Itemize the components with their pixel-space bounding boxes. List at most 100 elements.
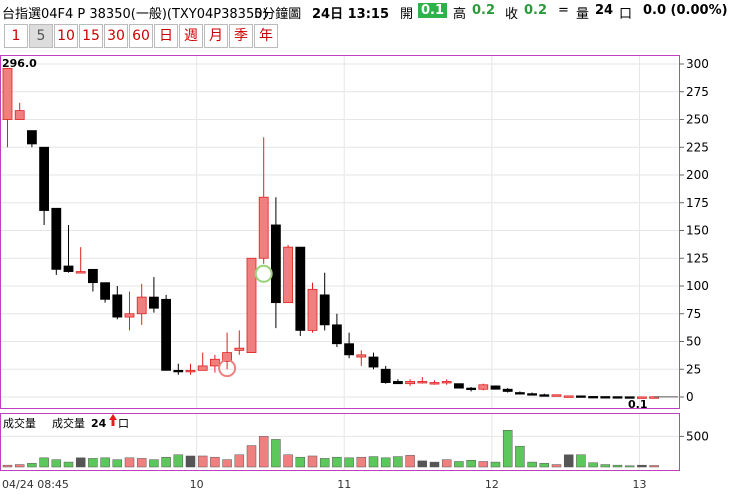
period-1min-button[interactable]: 1: [4, 24, 28, 48]
change-value: 0.0 (0.00%): [643, 3, 728, 18]
candle-body: [588, 396, 598, 399]
volume-bar: [173, 454, 184, 468]
volume-bar: [380, 457, 391, 468]
candle-body: [380, 368, 391, 383]
price-tick-label: 300: [686, 57, 709, 71]
volume-bar: [624, 465, 635, 468]
volume-bar: [344, 457, 354, 468]
volume-bar: [515, 445, 525, 468]
volume-bar: [210, 456, 220, 468]
candle-body: [600, 396, 611, 399]
period-15min-button[interactable]: 15: [79, 24, 103, 48]
volume-bar: [100, 457, 110, 468]
candle-body: [136, 296, 147, 315]
price-tick-label: 150: [686, 224, 709, 238]
price-tick-label: 175: [686, 196, 709, 210]
volume-bar: [283, 454, 293, 468]
period-week-button[interactable]: 週: [179, 24, 203, 48]
candle-body: [344, 343, 355, 356]
time-tick-label: 13: [632, 478, 646, 491]
candle-body: [331, 324, 342, 345]
candle-body: [222, 352, 233, 362]
volume-label: 量: [576, 7, 590, 22]
volume-title: 成交量: [3, 416, 36, 430]
candle-body: [429, 382, 440, 385]
candle-body: [356, 354, 367, 358]
period-60min-button[interactable]: 60: [129, 24, 153, 48]
price-tick-label: 200: [686, 168, 709, 182]
candle-body: [88, 268, 98, 284]
candle-body: [307, 288, 318, 331]
volume-bar: [527, 461, 537, 468]
volume-bar: [502, 430, 513, 468]
candle-body: [417, 381, 428, 384]
period-year-button[interactable]: 年: [254, 24, 278, 48]
price-tick-label: 50: [686, 335, 701, 349]
volume-bar: [51, 459, 62, 468]
candle-body: [173, 369, 184, 373]
volume-unit: 口: [619, 7, 633, 22]
volume-value: 24: [595, 3, 614, 18]
volume-series-label: 成交量: [52, 416, 85, 430]
period-10min-button[interactable]: 10: [54, 24, 78, 48]
volume-bar: [124, 457, 135, 468]
candle-body: [161, 298, 172, 371]
candle-body: [405, 381, 416, 385]
candle-body: [295, 246, 306, 331]
volume-bar: [563, 454, 574, 468]
candle-body: [466, 387, 477, 391]
interval-label: 5分鐘圖: [254, 7, 302, 22]
close-value: 0.2: [524, 3, 548, 18]
open-value: 0.1: [418, 3, 448, 18]
volume-bar: [417, 460, 428, 468]
candle-body: [234, 347, 245, 351]
equal-sign: =: [558, 3, 569, 18]
price-tick-label: 75: [686, 307, 701, 321]
volume-up-arrow-icon: [109, 414, 117, 426]
volume-bar: [576, 454, 586, 468]
period-quarter-button[interactable]: 季: [229, 24, 253, 48]
volume-bar: [88, 458, 98, 468]
volume-bar: [112, 459, 123, 468]
volume-bar: [234, 454, 245, 468]
candle-body: [637, 396, 647, 399]
candle-body: [100, 282, 110, 300]
volume-bar: [197, 455, 208, 468]
candle-body: [539, 394, 550, 397]
candle-body: [2, 68, 13, 120]
candle-body: [490, 385, 501, 390]
candle-body: [258, 196, 269, 259]
candle-body: [209, 358, 220, 367]
last-price-label: 0.1: [628, 398, 648, 411]
volume-bar: [27, 463, 37, 468]
time-tick-label: 11: [337, 478, 351, 491]
period-day-button[interactable]: 日: [154, 24, 178, 48]
candle-body: [26, 130, 37, 145]
candle-body: [148, 296, 159, 309]
price-tick-label: 100: [686, 279, 709, 293]
candle-body: [246, 257, 257, 353]
candle-body: [124, 313, 135, 318]
signal-marker: [218, 359, 237, 378]
period-selector: 1 5 10 15 30 60 日 週 月 季 年: [4, 24, 279, 48]
volume-bar: [551, 464, 562, 468]
period-month-button[interactable]: 月: [204, 24, 228, 48]
volume-current-value: 24: [91, 417, 107, 430]
price-tick-label: 0: [686, 390, 694, 404]
max-price-label: 296.0: [2, 57, 37, 70]
candle-body: [441, 381, 452, 384]
volume-tick-label: 500: [686, 429, 709, 443]
price-panel-frame: [0, 55, 680, 409]
volume-bar: [539, 463, 550, 468]
candle-body: [63, 265, 74, 272]
volume-bar: [356, 456, 367, 468]
volume-bar: [295, 456, 306, 468]
candle-body: [453, 383, 464, 389]
volume-bar: [649, 465, 659, 468]
period-30min-button[interactable]: 30: [104, 24, 128, 48]
period-5min-button[interactable]: 5: [29, 24, 53, 48]
volume-bar: [332, 456, 342, 468]
candle-body: [197, 365, 208, 371]
volume-bar: [136, 458, 147, 468]
